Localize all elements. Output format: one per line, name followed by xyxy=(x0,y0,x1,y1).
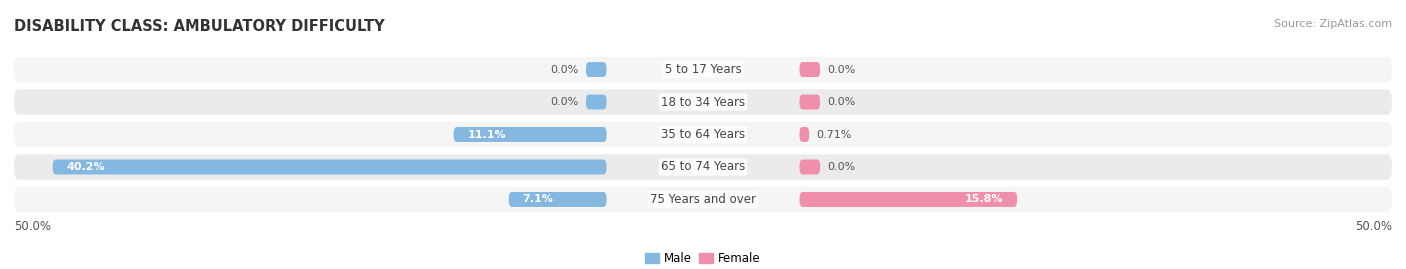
Text: 50.0%: 50.0% xyxy=(14,220,51,233)
FancyBboxPatch shape xyxy=(509,192,606,207)
Text: 15.8%: 15.8% xyxy=(965,194,1004,204)
Text: 0.0%: 0.0% xyxy=(827,65,855,75)
Text: 7.1%: 7.1% xyxy=(523,194,554,204)
FancyBboxPatch shape xyxy=(14,89,1392,115)
FancyBboxPatch shape xyxy=(52,160,606,175)
Text: 18 to 34 Years: 18 to 34 Years xyxy=(661,95,745,108)
FancyBboxPatch shape xyxy=(800,160,820,175)
FancyBboxPatch shape xyxy=(800,62,820,77)
Text: DISABILITY CLASS: AMBULATORY DIFFICULTY: DISABILITY CLASS: AMBULATORY DIFFICULTY xyxy=(14,19,385,34)
Text: 0.0%: 0.0% xyxy=(551,65,579,75)
Text: 0.71%: 0.71% xyxy=(815,129,852,140)
FancyBboxPatch shape xyxy=(800,94,820,109)
FancyBboxPatch shape xyxy=(14,57,1392,82)
FancyBboxPatch shape xyxy=(14,187,1392,212)
Legend: Male, Female: Male, Female xyxy=(641,247,765,269)
FancyBboxPatch shape xyxy=(586,62,606,77)
Text: 0.0%: 0.0% xyxy=(827,97,855,107)
Text: 50.0%: 50.0% xyxy=(1355,220,1392,233)
Text: 65 to 74 Years: 65 to 74 Years xyxy=(661,161,745,174)
FancyBboxPatch shape xyxy=(800,192,1017,207)
Text: 0.0%: 0.0% xyxy=(551,97,579,107)
Text: 75 Years and over: 75 Years and over xyxy=(650,193,756,206)
FancyBboxPatch shape xyxy=(14,122,1392,147)
Text: 0.0%: 0.0% xyxy=(827,162,855,172)
FancyBboxPatch shape xyxy=(800,127,810,142)
FancyBboxPatch shape xyxy=(14,154,1392,180)
Text: 5 to 17 Years: 5 to 17 Years xyxy=(665,63,741,76)
Text: 40.2%: 40.2% xyxy=(66,162,105,172)
Text: 35 to 64 Years: 35 to 64 Years xyxy=(661,128,745,141)
FancyBboxPatch shape xyxy=(454,127,606,142)
FancyBboxPatch shape xyxy=(586,94,606,109)
Text: Source: ZipAtlas.com: Source: ZipAtlas.com xyxy=(1274,19,1392,29)
Text: 11.1%: 11.1% xyxy=(467,129,506,140)
